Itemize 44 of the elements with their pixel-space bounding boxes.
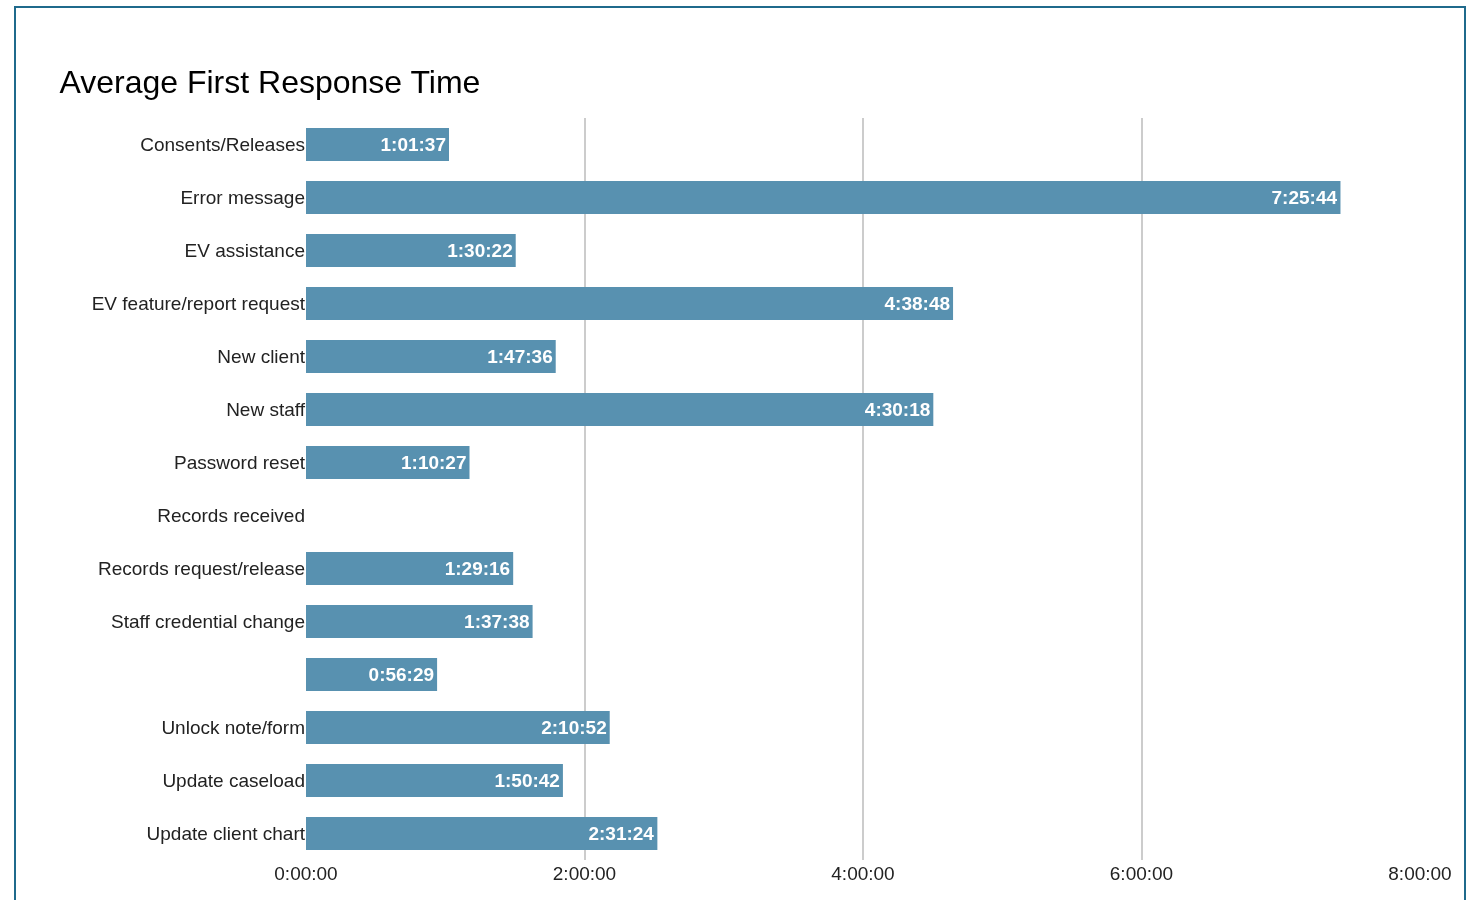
x-tick-label: 6:00:00 (1109, 863, 1174, 884)
data-label: 2:31:24 (588, 823, 655, 844)
data-label: 1:29:16 (444, 558, 511, 579)
bar (306, 128, 449, 161)
bar (306, 393, 934, 426)
y-tick-label: Records received (157, 505, 305, 527)
x-tick-label: 2:00:00 (552, 863, 617, 884)
data-label: 1:10:27 (401, 452, 467, 473)
x-tick-label: 4:00:00 (831, 863, 895, 884)
bar (306, 340, 556, 373)
bar (306, 234, 516, 267)
y-tick-label: Error message (180, 187, 305, 209)
y-tick-label: Update client chart (146, 823, 306, 845)
data-label: 4:30:18 (864, 399, 931, 420)
data-label: 0:56:29 (368, 664, 435, 685)
chart-title: Average First Response Time (59, 63, 481, 100)
y-tick-label: Update caseload (162, 770, 305, 792)
data-label: 1:01:37 (380, 134, 446, 155)
bar (306, 446, 470, 479)
bar (306, 817, 658, 850)
y-tick-label: Records request/release (98, 558, 305, 580)
data-label: 1:50:42 (494, 770, 560, 791)
data-label: 1:37:38 (464, 611, 530, 632)
bar (306, 287, 954, 320)
bar (306, 711, 610, 744)
x-tick-label: 8:00:00 (1388, 863, 1452, 884)
data-label: 1:30:22 (447, 240, 513, 261)
y-tick-label: New staff (226, 399, 306, 421)
bar (306, 605, 533, 638)
y-tick-label: EV assistance (184, 240, 305, 262)
y-tick-label: Staff credential change (110, 611, 305, 633)
data-label: 2:10:52 (541, 717, 607, 738)
data-label: 1:47:36 (487, 346, 553, 367)
data-label: 4:38:48 (884, 293, 951, 314)
y-tick-label: Consents/Releases (140, 134, 305, 156)
y-tick-label: Password reset (174, 452, 306, 474)
bar (306, 552, 514, 585)
bar (306, 764, 563, 797)
y-tick-label: EV feature/report request (91, 293, 306, 315)
bar (306, 181, 1341, 214)
y-tick-label: New client (217, 346, 306, 368)
x-tick-label: 0:00:00 (274, 863, 338, 884)
y-tick-label: Unlock note/form (161, 717, 305, 739)
data-label: 7:25:44 (1271, 187, 1338, 208)
